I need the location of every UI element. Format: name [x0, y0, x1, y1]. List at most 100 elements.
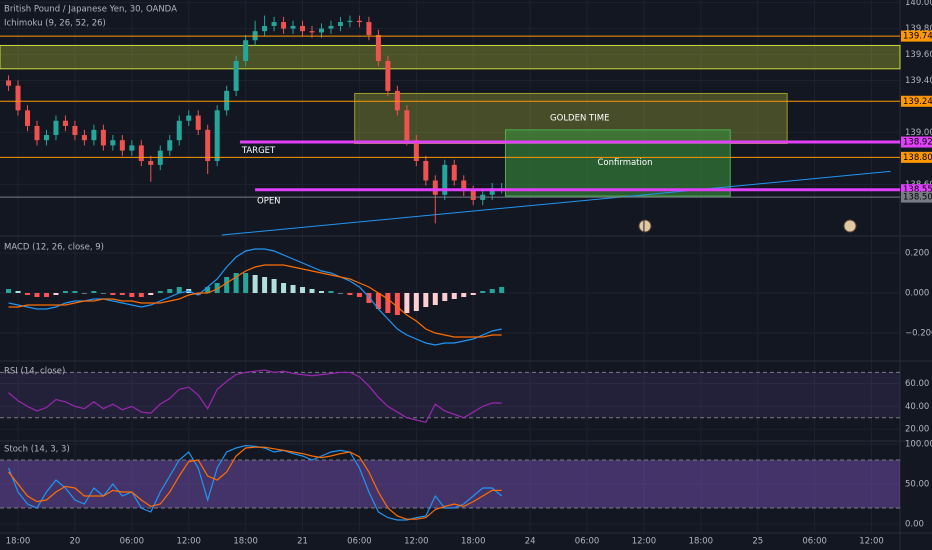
candle-body: [366, 22, 372, 36]
candle-body: [442, 164, 448, 195]
indicator-line: [8, 446, 502, 520]
x-tick-label: 12:00: [632, 537, 657, 547]
candle-body: [470, 190, 476, 200]
candle-body: [110, 140, 116, 146]
histogram-bar: [328, 291, 334, 293]
histogram-bar: [290, 285, 296, 293]
panel-title: British Pound / Japanese Yen, 30, OANDA: [4, 5, 177, 15]
histogram-bar: [176, 287, 182, 293]
histogram-bar: [413, 293, 419, 311]
candle-body: [423, 160, 429, 181]
x-tick-label: 18:00: [6, 537, 31, 547]
candle-body: [15, 85, 21, 111]
histogram-bar: [499, 287, 505, 293]
x-tick-label: 25: [752, 537, 763, 547]
y-tick-label: −0.200: [905, 329, 932, 339]
price-label: 139.240: [903, 97, 932, 107]
candle-body: [25, 110, 31, 126]
histogram-bar: [138, 293, 144, 297]
price-label-box: [901, 191, 932, 203]
y-tick-label: 139.800: [905, 24, 932, 34]
price-label: 139.742: [903, 32, 932, 42]
candle-body: [186, 115, 192, 121]
histogram-bar: [318, 291, 324, 293]
indicator-title: Ichimoku (9, 26, 52, 26): [4, 19, 106, 29]
price-label-box: [901, 95, 932, 107]
indicator-line: [8, 248, 502, 346]
y-tick-label: 100.00: [905, 440, 932, 450]
y-tick-label: 50.00: [905, 480, 929, 490]
x-tick-label: 20: [70, 537, 81, 547]
candle-body: [271, 22, 277, 26]
candle-body: [43, 135, 49, 141]
candle-body: [328, 25, 334, 29]
histogram-bar: [224, 277, 230, 293]
annotation: Confirmation: [597, 158, 652, 168]
histogram-bar: [243, 273, 249, 293]
candle-body: [72, 125, 78, 136]
panel-title: MACD (12, 26, close, 9): [4, 243, 104, 253]
histogram-bar: [337, 293, 343, 294]
histogram-bar: [470, 293, 476, 295]
histogram-bar: [262, 277, 268, 293]
event-icon[interactable]: [638, 219, 652, 233]
price-label-box: [901, 151, 932, 163]
histogram-bar: [6, 289, 12, 293]
candle-body: [195, 115, 201, 130]
y-tick-label: 0.000: [905, 289, 929, 299]
histogram-bar: [119, 293, 125, 295]
candle-body: [262, 25, 268, 32]
histogram-bar: [72, 291, 78, 293]
histogram-bar: [34, 293, 40, 297]
x-tick-label: 21: [297, 537, 308, 547]
histogram-bar: [423, 293, 429, 307]
candle-body: [432, 180, 438, 195]
candle-body: [300, 25, 306, 32]
candle-body: [148, 160, 154, 165]
histogram-bar: [385, 293, 391, 313]
candle-body: [347, 20, 353, 23]
candle-body: [394, 90, 400, 111]
annotation: GOLDEN TIME: [550, 114, 609, 124]
candle-body: [34, 125, 40, 141]
price-label: 138.559: [903, 185, 932, 195]
event-icon[interactable]: [843, 219, 857, 233]
price-label: 138.502: [903, 193, 932, 203]
indicator-line: [8, 264, 502, 338]
histogram-bar: [43, 293, 49, 297]
x-tick-label: 24: [525, 537, 536, 547]
y-tick-label: 139.400: [905, 76, 932, 86]
band-fill: [0, 372, 900, 418]
histogram-bar: [25, 293, 31, 295]
candle-body: [337, 22, 343, 26]
candle-body: [318, 28, 324, 33]
candle-body: [489, 188, 495, 195]
histogram-bar: [233, 273, 239, 293]
candle-body: [138, 145, 144, 161]
price-label-box: [901, 30, 932, 42]
histogram-bar: [451, 293, 457, 299]
panel-title: RSI (14, close): [4, 367, 65, 377]
candle-body: [6, 80, 12, 86]
histogram-bar: [480, 291, 486, 293]
histogram-bar: [375, 293, 381, 309]
candle-body: [451, 164, 457, 181]
histogram-bar: [157, 291, 163, 293]
x-tick-label: 12:00: [176, 537, 201, 547]
x-tick-label: 12:00: [404, 537, 429, 547]
histogram-bar: [91, 291, 97, 293]
price-label: 138.808: [903, 153, 932, 163]
histogram-bar: [281, 283, 287, 293]
panel-title: Stoch (14, 3, 3): [4, 445, 70, 455]
x-tick-label: 12:00: [859, 537, 884, 547]
y-tick-label: 60.00: [905, 379, 929, 389]
histogram-bar: [461, 293, 467, 297]
price-label-box: [901, 136, 932, 148]
price-label-box: [901, 184, 932, 196]
histogram-bar: [195, 293, 201, 295]
trend-line: [221, 170, 891, 236]
histogram-bar: [100, 293, 106, 294]
histogram-bar: [432, 293, 438, 305]
